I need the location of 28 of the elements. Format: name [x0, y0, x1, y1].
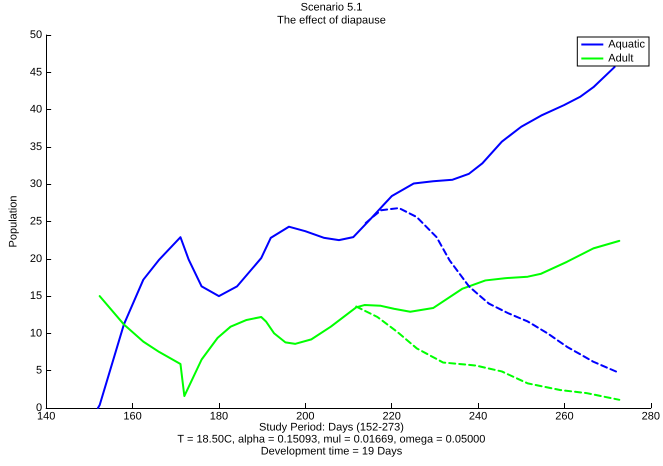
y-tick-label: 15 — [30, 290, 42, 302]
legend-label: Aquatic — [608, 38, 646, 50]
y-tick-label: 20 — [30, 252, 42, 265]
text: T = 18.50C, alpha = 0.15093, mul = 0.01669, omega = 0.05000 — [177, 434, 486, 446]
x-tick-label: 220 — [382, 410, 401, 422]
x-tick-label: 280 — [642, 410, 660, 422]
x-tick-label: 140 — [36, 410, 56, 422]
y-tick-label: 40 — [30, 104, 42, 116]
y-tick-label: 50 — [30, 29, 42, 41]
chart-title: Scenario 5.1 — [300, 2, 362, 14]
y-tick-label: 30 — [30, 178, 42, 190]
x-tick-label: 160 — [123, 410, 142, 422]
x-axis-title: Study Period: Days (152-273) — [259, 422, 404, 434]
x-tick-label: 240 — [468, 410, 488, 422]
y-tick-label: 5 — [36, 364, 42, 377]
y-tick-label: 25 — [30, 216, 42, 228]
x-tick-label: 180 — [210, 410, 228, 422]
y-tick-label: 45 — [30, 66, 42, 78]
x-tick-label: 260 — [555, 410, 574, 422]
line-series — [98, 240, 620, 398]
legend-label: Adult — [608, 52, 634, 64]
y-tick-label: 35 — [30, 140, 42, 153]
chart-subtitle: The effect of diapause — [277, 14, 386, 26]
y-tick-label: 10 — [30, 327, 42, 340]
y-axis-title: Population — [8, 196, 20, 248]
x-tick-label: 200 — [296, 410, 314, 422]
text: Development time = 19 Days — [260, 446, 403, 458]
line-series — [96, 66, 616, 409]
